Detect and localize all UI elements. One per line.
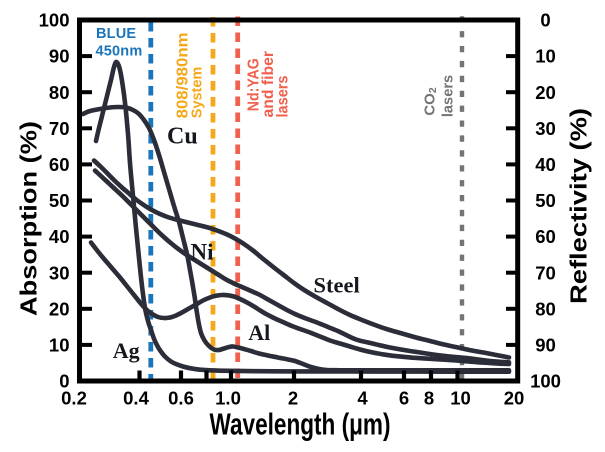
svg-text:lasers: lasers: [439, 75, 456, 117]
svg-text:6: 6: [399, 388, 409, 409]
svg-text:50: 50: [49, 190, 70, 211]
svg-text:450nm: 450nm: [96, 43, 143, 59]
svg-text:Ni: Ni: [191, 239, 215, 264]
svg-text:Absorption (%): Absorption (%): [15, 121, 41, 316]
svg-text:90: 90: [535, 335, 556, 356]
svg-text:System: System: [189, 67, 206, 119]
svg-text:60: 60: [535, 226, 556, 247]
svg-text:1.0: 1.0: [215, 388, 241, 409]
svg-text:70: 70: [49, 118, 70, 139]
svg-text:100: 100: [39, 10, 70, 31]
svg-text:2: 2: [288, 388, 298, 409]
svg-text:0.4: 0.4: [123, 388, 149, 409]
svg-text:10: 10: [49, 335, 70, 356]
svg-text:40: 40: [535, 154, 556, 175]
svg-text:20: 20: [504, 388, 525, 409]
svg-text:30: 30: [535, 118, 556, 139]
svg-text:80: 80: [535, 298, 556, 319]
svg-text:100: 100: [530, 371, 561, 392]
svg-text:Ag: Ag: [113, 338, 140, 363]
svg-text:0.2: 0.2: [61, 388, 87, 409]
svg-text:80: 80: [49, 82, 70, 103]
svg-text:8: 8: [424, 388, 434, 409]
svg-text:and fiber: and fiber: [260, 51, 277, 118]
svg-text:808/980nm: 808/980nm: [174, 32, 191, 118]
svg-text:10: 10: [450, 388, 471, 409]
svg-text:30: 30: [49, 262, 70, 283]
svg-text:BLUE: BLUE: [96, 26, 136, 42]
svg-text:10: 10: [535, 46, 556, 67]
svg-text:20: 20: [535, 82, 556, 103]
svg-text:40: 40: [49, 226, 70, 247]
svg-text:lasers: lasers: [275, 76, 292, 118]
svg-text:70: 70: [535, 262, 556, 283]
svg-text:CO2: CO2: [421, 87, 439, 116]
svg-text:Cu: Cu: [167, 124, 198, 150]
svg-text:4: 4: [357, 388, 368, 409]
svg-text:60: 60: [49, 154, 70, 175]
svg-text:0: 0: [59, 371, 69, 392]
svg-text:Al: Al: [248, 320, 270, 345]
svg-text:0.6: 0.6: [168, 388, 194, 409]
svg-text:Reflectivity (%): Reflectivity (%): [566, 108, 592, 304]
svg-text:20: 20: [49, 298, 70, 319]
svg-text:90: 90: [49, 46, 70, 67]
svg-text:50: 50: [535, 190, 556, 211]
svg-text:Steel: Steel: [314, 272, 360, 297]
svg-text:Nd:YAG: Nd:YAG: [246, 58, 263, 111]
svg-text:Wavelength (μm): Wavelength (μm): [210, 407, 391, 442]
svg-text:0: 0: [540, 10, 550, 31]
